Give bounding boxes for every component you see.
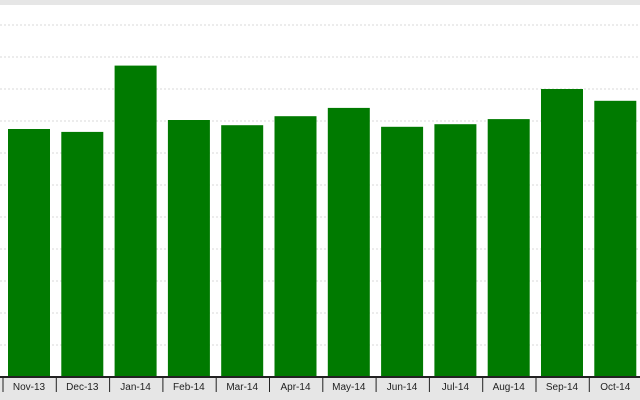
bar-aug-14[interactable] — [487, 119, 530, 377]
bar-apr-14[interactable] — [274, 116, 317, 377]
bar-nov-13[interactable] — [8, 129, 50, 377]
x-tick-label-aug-14: Aug-14 — [493, 382, 526, 393]
bar-may-14[interactable] — [327, 107, 370, 378]
x-axis-tick-labels: Nov-13 Dec-13 Jan-14 Feb-14 Mar-14 Apr-14 May-… — [13, 382, 631, 393]
bar-jul-14[interactable] — [434, 124, 477, 377]
x-tick-label-mar-14: Mar-14 — [226, 382, 258, 393]
top-frame-line — [0, 0, 640, 5]
x-tick-label-feb-14: Feb-14 — [173, 382, 205, 393]
x-tick-label-jan-14: Jan-14 — [120, 382, 151, 393]
x-tick-label-sep-14: Sep-14 — [546, 382, 579, 393]
bar-jun-14[interactable] — [381, 126, 424, 377]
bar-mar-14[interactable] — [221, 125, 264, 377]
x-tick-label-dec-13: Dec-13 — [66, 382, 99, 393]
gridlines — [0, 24, 640, 346]
x-tick-label-apr-14: Apr-14 — [280, 382, 310, 393]
bar-sep-14[interactable] — [541, 89, 583, 377]
bar-feb-14[interactable] — [167, 120, 210, 377]
x-tick-label-oct-14: Oct-14 — [600, 382, 630, 393]
bars — [8, 65, 637, 378]
x-tick-label-jun-14: Jun-14 — [387, 382, 418, 393]
x-axis-band — [0, 378, 640, 400]
x-tick-label-jul-14: Jul-14 — [442, 382, 470, 393]
x-axis-ticks — [2, 378, 590, 392]
x-tick-label-nov-13: Nov-13 — [13, 382, 46, 393]
bar-jan-14[interactable] — [114, 65, 157, 377]
bar-dec-13[interactable] — [61, 131, 104, 377]
x-tick-label-may-14: May-14 — [332, 382, 366, 393]
bar-oct-14[interactable] — [594, 100, 637, 378]
